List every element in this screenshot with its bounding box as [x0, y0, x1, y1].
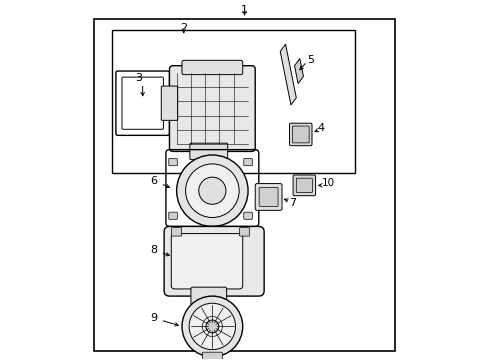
- Polygon shape: [280, 44, 296, 105]
- Polygon shape: [294, 59, 303, 84]
- Circle shape: [205, 320, 218, 333]
- Bar: [112, 30, 354, 173]
- FancyBboxPatch shape: [202, 352, 222, 360]
- FancyBboxPatch shape: [259, 188, 278, 206]
- Circle shape: [189, 303, 235, 350]
- FancyBboxPatch shape: [171, 228, 181, 236]
- FancyBboxPatch shape: [182, 60, 242, 75]
- FancyBboxPatch shape: [171, 234, 242, 289]
- Bar: [94, 19, 394, 351]
- FancyBboxPatch shape: [292, 175, 315, 196]
- Text: 7: 7: [288, 198, 296, 208]
- FancyBboxPatch shape: [168, 158, 177, 166]
- FancyBboxPatch shape: [296, 178, 312, 193]
- Text: 2: 2: [180, 23, 187, 33]
- FancyBboxPatch shape: [189, 143, 227, 159]
- Circle shape: [182, 296, 242, 357]
- FancyBboxPatch shape: [168, 212, 177, 219]
- FancyBboxPatch shape: [255, 184, 282, 210]
- FancyBboxPatch shape: [244, 212, 252, 219]
- FancyBboxPatch shape: [244, 158, 252, 166]
- Text: 8: 8: [149, 245, 157, 255]
- Text: 4: 4: [317, 123, 324, 133]
- Text: 1: 1: [241, 5, 247, 15]
- Text: 6: 6: [150, 176, 157, 186]
- FancyBboxPatch shape: [190, 287, 226, 305]
- FancyBboxPatch shape: [239, 228, 249, 236]
- Text: 10: 10: [321, 178, 334, 188]
- Circle shape: [185, 164, 239, 217]
- FancyBboxPatch shape: [164, 226, 264, 296]
- FancyBboxPatch shape: [289, 123, 311, 146]
- Text: 3: 3: [135, 73, 142, 83]
- FancyBboxPatch shape: [169, 66, 255, 152]
- Text: 5: 5: [306, 55, 313, 65]
- Text: 9: 9: [149, 312, 157, 323]
- Circle shape: [176, 155, 247, 226]
- FancyBboxPatch shape: [161, 86, 177, 120]
- Circle shape: [198, 177, 225, 204]
- FancyBboxPatch shape: [292, 126, 308, 143]
